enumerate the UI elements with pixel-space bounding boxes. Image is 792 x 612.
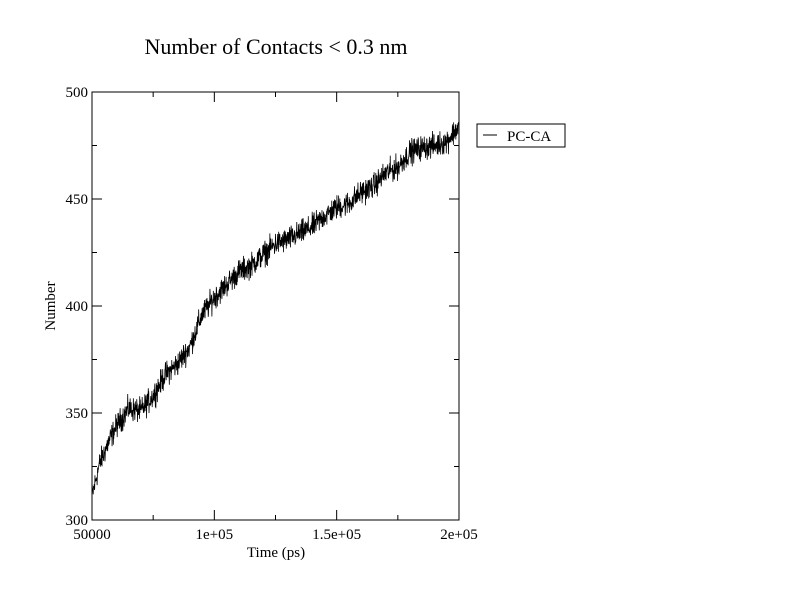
y-tick-label: 500 [66,85,89,101]
series-layer [91,118,460,496]
axis-ticks [91,91,460,521]
y-tick-label: 300 [66,513,89,529]
series-line-pc-ca [91,118,460,496]
y-axis-label: Number [43,281,59,330]
y-tick-label: 350 [66,406,89,422]
tick-labels: 50000 1e+05 1.5e+05 2e+05 300 350 400 450 500 [66,85,478,543]
x-axis-label: Time (ps) [247,545,305,561]
y-tick-label: 450 [66,192,89,208]
chart-title: Number of Contacts < 0.3 nm [145,34,408,59]
legend-entry-pc-ca: PC-CA [507,129,551,145]
legend: PC-CA [476,123,566,148]
plot-area-frame [91,91,460,521]
legend-box [476,123,566,148]
y-tick-label: 400 [66,299,89,315]
x-tick-label: 1e+05 [196,527,234,543]
x-tick-label: 1.5e+05 [312,527,361,543]
x-tick-label: 2e+05 [440,527,478,543]
x-tick-label: 50000 [73,527,111,543]
